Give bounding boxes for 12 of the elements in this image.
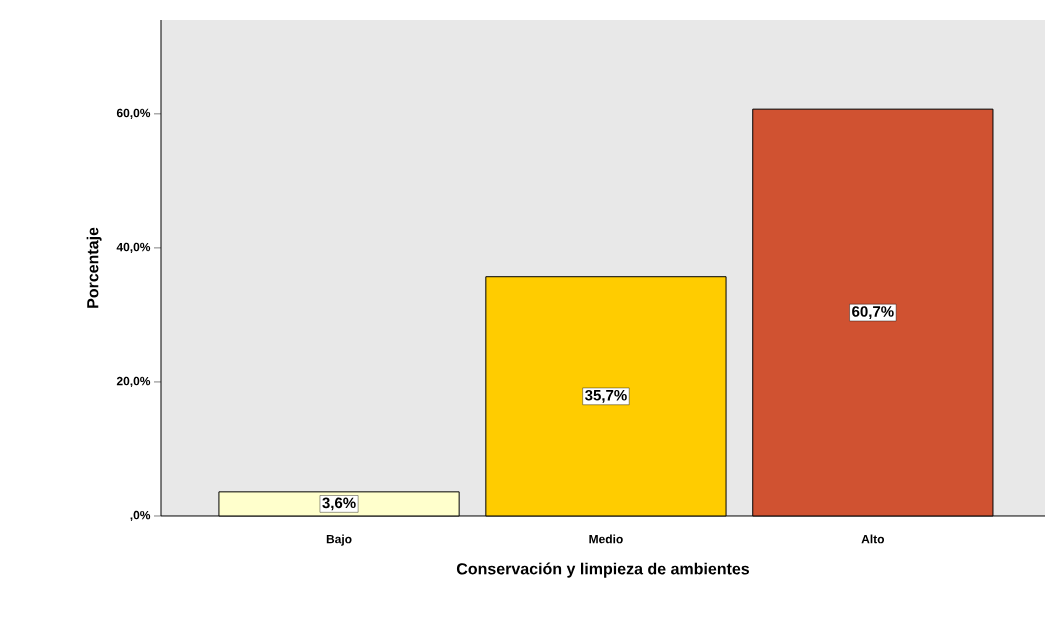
y-tick-label: 40,0% — [116, 242, 151, 253]
data-label: 60,7% — [852, 306, 894, 319]
x-tick-label: Alto — [861, 534, 885, 544]
y-tick-label: 20,0% — [116, 376, 151, 388]
data-label: 3,6% — [322, 497, 356, 511]
y-tick-label: 60,0% — [116, 108, 151, 119]
x-tick-label: Medio — [589, 534, 623, 544]
data-label: 35,7% — [585, 389, 627, 403]
y-tick-label: ,0% — [130, 510, 151, 522]
y-axis-title: Porcentaje — [86, 227, 102, 308]
x-axis-title: Conservación y limpieza de ambientes — [456, 562, 750, 578]
x-tick-label: Bajo — [326, 534, 352, 546]
